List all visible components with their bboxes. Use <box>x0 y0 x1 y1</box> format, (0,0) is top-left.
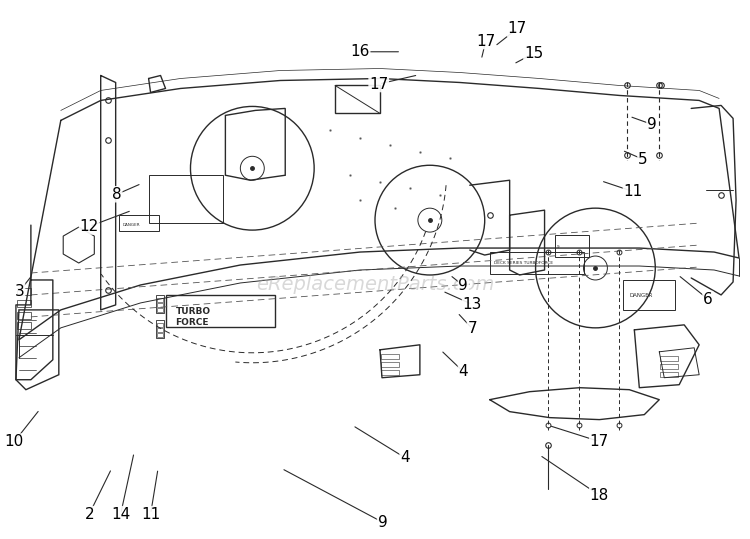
Text: 14: 14 <box>111 507 130 522</box>
Text: 16: 16 <box>350 44 370 59</box>
Text: 4: 4 <box>458 364 468 379</box>
Text: DECK SERIES TURBOFORCE: DECK SERIES TURBOFORCE <box>494 261 553 265</box>
Bar <box>554 235 590 257</box>
Text: 8: 8 <box>112 186 122 202</box>
Bar <box>660 372 678 377</box>
Bar <box>148 175 224 223</box>
Bar <box>17 312 31 319</box>
Bar <box>335 86 380 113</box>
Text: 17: 17 <box>508 21 526 36</box>
Text: 12: 12 <box>80 219 99 234</box>
Text: 2: 2 <box>85 507 94 522</box>
Text: DANGER: DANGER <box>123 223 140 227</box>
Text: FORCE: FORCE <box>176 319 209 327</box>
Text: eReplacementParts.com: eReplacementParts.com <box>256 275 494 294</box>
Text: 9: 9 <box>377 515 387 530</box>
Bar <box>17 288 31 295</box>
Text: 11: 11 <box>623 184 643 199</box>
Text: 9: 9 <box>458 278 468 293</box>
Bar <box>381 354 399 359</box>
Bar <box>155 295 164 313</box>
Bar <box>157 308 163 312</box>
Bar <box>157 303 163 307</box>
Bar <box>157 298 163 302</box>
Text: 15: 15 <box>524 46 543 61</box>
Text: 6: 6 <box>703 292 712 307</box>
Bar <box>490 252 584 274</box>
Text: 4: 4 <box>400 450 410 465</box>
Text: 5: 5 <box>638 152 647 167</box>
Text: 17: 17 <box>476 33 495 49</box>
Bar <box>155 320 164 338</box>
Text: 11: 11 <box>141 507 160 522</box>
Text: 9: 9 <box>556 245 560 249</box>
Text: TURBO: TURBO <box>176 307 211 316</box>
Text: 17: 17 <box>369 77 388 92</box>
Text: 9: 9 <box>647 117 657 132</box>
Bar <box>157 323 163 327</box>
Bar <box>157 328 163 332</box>
Bar <box>17 300 31 307</box>
Bar <box>118 215 158 231</box>
Bar <box>17 322 31 329</box>
Text: 10: 10 <box>4 434 24 449</box>
Text: DANGER: DANGER <box>629 293 652 299</box>
Bar <box>623 280 675 310</box>
Text: 3: 3 <box>15 284 25 299</box>
Text: 7: 7 <box>467 321 477 336</box>
Bar <box>381 362 399 367</box>
Bar <box>381 370 399 375</box>
Bar <box>157 333 163 337</box>
Text: 18: 18 <box>590 488 609 503</box>
Bar <box>660 356 678 361</box>
Bar <box>166 295 275 327</box>
Bar <box>660 364 678 369</box>
Text: 17: 17 <box>590 434 609 449</box>
Text: 13: 13 <box>463 297 482 312</box>
